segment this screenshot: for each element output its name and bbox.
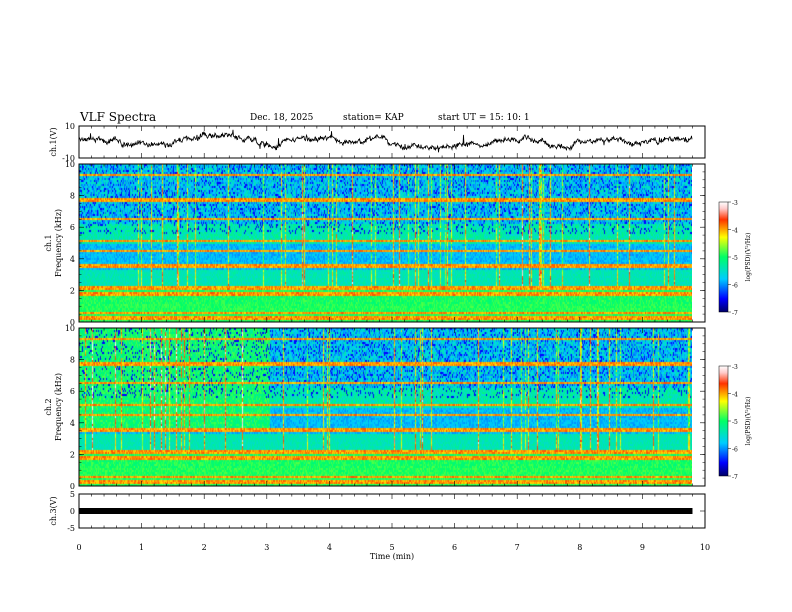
ch3-y-tick-label: 5 — [70, 490, 75, 499]
x-tick-label: 0 — [76, 543, 81, 552]
colorbar-tick-label: -7 — [732, 474, 738, 481]
ch2-freq-tick-label: 10 — [65, 324, 75, 333]
x-tick-label: 5 — [389, 543, 394, 552]
ch1-y-tick-label: 10 — [65, 122, 75, 131]
colorbar-tick-label: -7 — [732, 310, 738, 317]
colorbar-tick-label: -5 — [732, 255, 738, 262]
station-label: station= KAP — [343, 113, 404, 123]
ch2-freq-tick-label: 0 — [70, 482, 75, 491]
ch1-colorbar-label: log(PSD)(V²/Hz) — [745, 233, 752, 282]
x-axis-label: Time (min) — [370, 552, 414, 561]
ch1-freq-tick-label: 0 — [70, 318, 75, 327]
ch2-spec-ylabel: ch.2 Frequency (kHz) — [44, 373, 63, 441]
ch2-spec-ylabel-line: ch.2 — [44, 398, 53, 415]
ch1-spec-ylabel-line: Frequency (kHz) — [54, 209, 63, 277]
ch1-ylabel: ch.1(V) — [49, 127, 58, 156]
ch1-y-tick-label: -10 — [62, 154, 75, 163]
x-tick-label: 3 — [264, 543, 269, 552]
colorbar-tick-label: -4 — [732, 228, 738, 235]
colorbar-tick-label: -5 — [732, 419, 738, 426]
x-tick-label: 10 — [700, 543, 710, 552]
x-tick-label: 6 — [452, 543, 457, 552]
colorbar-tick-label: -3 — [732, 200, 738, 207]
ch2-colorbar — [718, 365, 729, 477]
ch3-ylabel: ch.3(V) — [49, 496, 58, 525]
x-tick-label: 4 — [327, 543, 332, 552]
x-tick-label: 2 — [202, 543, 207, 552]
colorbar-label-text: log(PSD)(V²/Hz) — [745, 233, 752, 282]
ch1-freq-tick-label: 8 — [70, 192, 75, 201]
x-tick-label: 9 — [640, 543, 645, 552]
ch1-ylabel-line: ch.1(V) — [49, 127, 58, 156]
x-tick-label: 7 — [515, 543, 520, 552]
date-label: Dec. 18, 2025 — [250, 113, 314, 123]
ch2-colorbar-label: log(PSD)(V²/Hz) — [745, 397, 752, 446]
chart-title: VLF Spectra — [80, 110, 157, 124]
ch1-freq-tick-label: 6 — [70, 223, 75, 232]
colorbar-tick-label: -4 — [732, 392, 738, 399]
ch1-spectrogram-raster — [79, 164, 692, 322]
colorbar-label-text: log(PSD)(V²/Hz) — [745, 397, 752, 446]
ch1-spec-ylabel: ch.1 Frequency (kHz) — [44, 209, 63, 277]
ch3-y-tick-label: 0 — [70, 507, 75, 516]
ch1-freq-tick-label: 2 — [70, 286, 75, 295]
ch1-colorbar — [718, 201, 729, 313]
ch3-waveform-line — [79, 508, 693, 514]
colorbar-tick-label: -3 — [732, 364, 738, 371]
ch1-waveform-line — [78, 129, 693, 153]
ch1-spec-ylabel-line: ch.1 — [44, 234, 53, 251]
ch2-spectrogram-raster — [79, 328, 692, 486]
ch2-spec-ylabel-line: Frequency (kHz) — [54, 373, 63, 441]
colorbar-tick-label: -6 — [732, 283, 738, 290]
start-ut-label: start UT = 15: 10: 1 — [438, 113, 530, 123]
x-tick-label: 8 — [577, 543, 582, 552]
ch3-y-tick-label: -5 — [67, 524, 75, 533]
ch2-freq-tick-label: 8 — [70, 356, 75, 365]
ch2-freq-tick-label: 6 — [70, 387, 75, 396]
ch1-freq-tick-label: 10 — [65, 160, 75, 169]
colorbar-tick-label: -6 — [732, 447, 738, 454]
x-tick-label: 1 — [139, 543, 144, 552]
ch2-freq-tick-label: 4 — [70, 419, 75, 428]
ch3-ylabel-line: ch.3(V) — [49, 496, 58, 525]
ch2-freq-tick-label: 2 — [70, 450, 75, 459]
ch1-freq-tick-label: 4 — [70, 255, 75, 264]
